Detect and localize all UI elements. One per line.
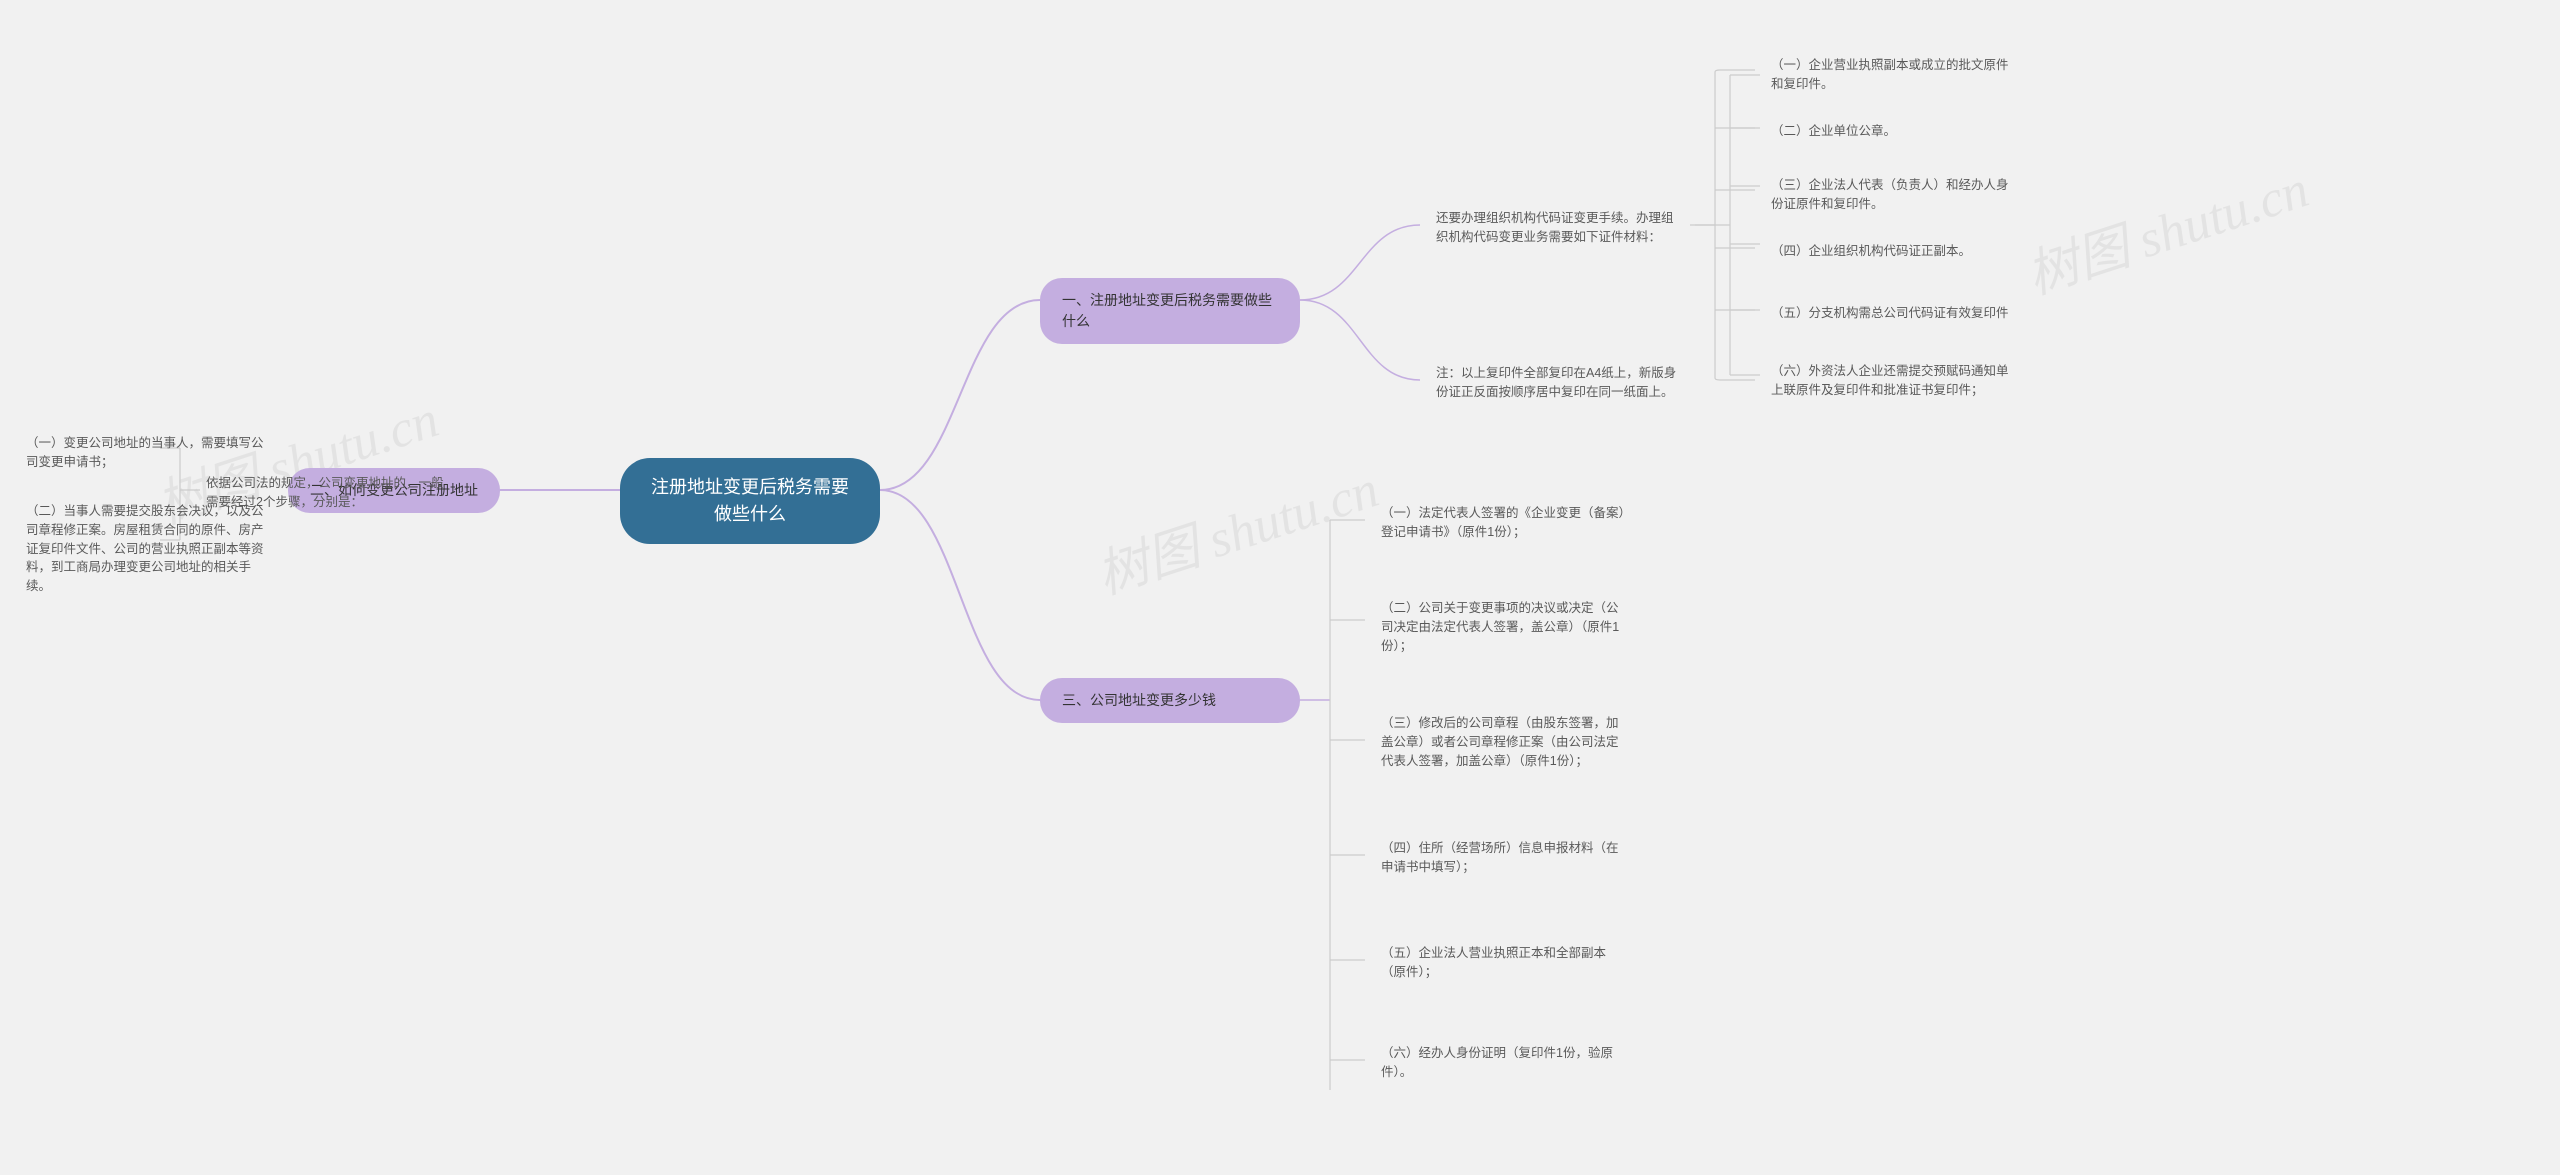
b3-leaf-5-label: （五）企业法人营业执照正本和全部副本（原件）； <box>1381 944 1629 982</box>
b1-sub1[interactable]: 还要办理组织机构代码证变更手续。办理组织机构代码变更业务需要如下证件材料： <box>1430 205 1690 251</box>
b1-leaf-2-label: （二）企业单位公章。 <box>1771 122 1896 141</box>
b2-leaf-1-label: （一）变更公司地址的当事人，需要填写公司变更申请书； <box>26 434 269 472</box>
b1-leaf-6[interactable]: （六）外资法人企业还需提交预赋码通知单上联原件及复印件和批准证书复印件； <box>1765 358 2025 404</box>
b3-leaf-3[interactable]: （三）修改后的公司章程（由股东签署，加盖公章）或者公司章程修正案（由公司法定代表… <box>1375 710 1635 774</box>
mindmap-canvas: 树图 shutu.cn 树图 shutu.cn 树图 shutu.cn <box>0 0 2560 1175</box>
b3-leaf-5[interactable]: （五）企业法人营业执照正本和全部副本（原件）； <box>1375 940 1635 986</box>
b3-leaf-3-label: （三）修改后的公司章程（由股东签署，加盖公章）或者公司章程修正案（由公司法定代表… <box>1381 714 1629 770</box>
b2-leaf-1[interactable]: （一）变更公司地址的当事人，需要填写公司变更申请书； <box>20 430 275 476</box>
b3-leaf-2-label: （二）公司关于变更事项的决议或决定（公司决定由法定代表人签署，盖公章）（原件1份… <box>1381 599 1629 655</box>
root-node[interactable]: 注册地址变更后税务需要做些什么 <box>620 458 880 544</box>
b1-sub2[interactable]: 注：以上复印件全部复印在A4纸上，新版身份证正反面按顺序居中复印在同一纸面上。 <box>1430 360 1690 406</box>
b3-leaf-6-label: （六）经办人身份证明（复印件1份，验原件）。 <box>1381 1044 1629 1082</box>
watermark: 树图 shutu.cn <box>1086 447 1387 608</box>
b3-leaf-2[interactable]: （二）公司关于变更事项的决议或决定（公司决定由法定代表人签署，盖公章）（原件1份… <box>1375 595 1635 659</box>
branch-3[interactable]: 三、公司地址变更多少钱 <box>1040 678 1300 723</box>
b3-leaf-1-label: （一）法定代表人签署的《企业变更（备案）登记申请书》（原件1份）； <box>1381 504 1629 542</box>
branch-3-label: 三、公司地址变更多少钱 <box>1062 690 1216 711</box>
watermark: 树图 shutu.cn <box>2016 147 2317 308</box>
b1-leaf-2[interactable]: （二）企业单位公章。 <box>1765 118 2025 145</box>
b1-sub2-label: 注：以上复印件全部复印在A4纸上，新版身份证正反面按顺序居中复印在同一纸面上。 <box>1436 364 1684 402</box>
b2-leaf-2[interactable]: （二）当事人需要提交股东会决议，以及公司章程修正案。房屋租赁合同的原件、房产证复… <box>20 498 275 600</box>
branch-1-label: 一、注册地址变更后税务需要做些什么 <box>1062 290 1278 332</box>
b1-leaf-6-label: （六）外资法人企业还需提交预赋码通知单上联原件及复印件和批准证书复印件； <box>1771 362 2019 400</box>
b1-leaf-3-label: （三）企业法人代表（负责人）和经办人身份证原件和复印件。 <box>1771 176 2019 214</box>
b1-leaf-1-label: （一）企业营业执照副本或成立的批文原件和复印件。 <box>1771 56 2019 94</box>
b3-leaf-4-label: （四）住所（经营场所）信息申报材料（在申请书中填写）； <box>1381 839 1629 877</box>
b1-sub1-label: 还要办理组织机构代码证变更手续。办理组织机构代码变更业务需要如下证件材料： <box>1436 209 1684 247</box>
b1-leaf-4[interactable]: （四）企业组织机构代码证正副本。 <box>1765 238 2025 265</box>
b1-leaf-1[interactable]: （一）企业营业执照副本或成立的批文原件和复印件。 <box>1765 52 2025 98</box>
root-label: 注册地址变更后税务需要做些什么 <box>646 474 854 528</box>
b1-leaf-3[interactable]: （三）企业法人代表（负责人）和经办人身份证原件和复印件。 <box>1765 172 2025 218</box>
branch-1[interactable]: 一、注册地址变更后税务需要做些什么 <box>1040 278 1300 344</box>
edge-layer <box>0 0 2560 1175</box>
b1-leaf-4-label: （四）企业组织机构代码证正副本。 <box>1771 242 1971 261</box>
b3-leaf-1[interactable]: （一）法定代表人签署的《企业变更（备案）登记申请书》（原件1份）； <box>1375 500 1635 546</box>
b1-leaf-5[interactable]: （五）分支机构需总公司代码证有效复印件 <box>1765 300 2025 327</box>
b3-leaf-6[interactable]: （六）经办人身份证明（复印件1份，验原件）。 <box>1375 1040 1635 1086</box>
b3-leaf-4[interactable]: （四）住所（经营场所）信息申报材料（在申请书中填写）； <box>1375 835 1635 881</box>
b2-leaf-2-label: （二）当事人需要提交股东会决议，以及公司章程修正案。房屋租赁合同的原件、房产证复… <box>26 502 269 596</box>
b1-leaf-5-label: （五）分支机构需总公司代码证有效复印件 <box>1771 304 2009 323</box>
